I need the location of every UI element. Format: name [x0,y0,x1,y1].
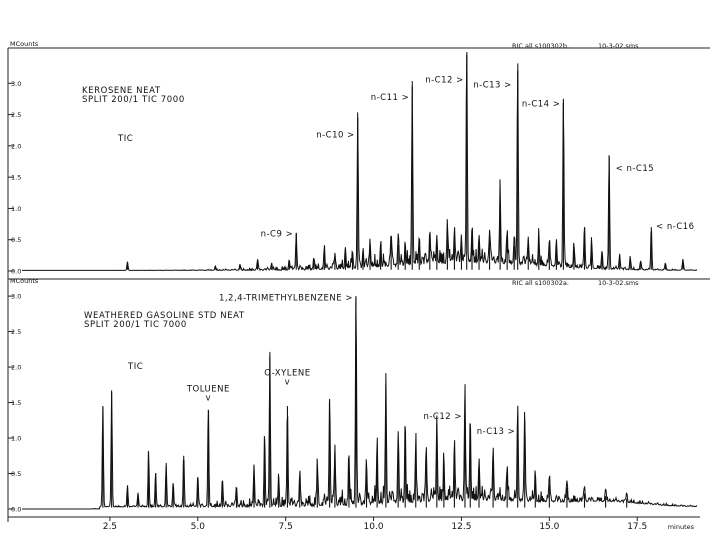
y-tick-label: 2.0 [11,364,21,372]
y-tick-label: 3.0 [11,293,21,301]
sample-title: WEATHERED GASOLINE STD NEAT [84,311,245,321]
x-axis-unit-label: minutes [668,523,695,531]
chromatogram-panel-2: MCounts RIC all s100302a. 10-3-02.sms WEATH… [8,277,698,532]
header-ric-label: RIC all s100302a. [512,279,569,287]
y-tick-label: 1.5 [11,399,21,407]
x-tick-label: 12.5 [451,522,471,532]
peak-annotation: < n-C16 [656,222,695,232]
y-tick-label: 2.0 [11,142,21,150]
y-axis-unit-label: MCounts [10,277,39,285]
peak-annotation: n-C12 > [425,76,464,86]
y-tick-label: 0.0 [11,268,21,276]
peak-annotation: n-C11 > [371,93,410,103]
y-tick-label: 3.0 [11,80,21,88]
y-tick-label: 2.5 [11,111,21,119]
trace-label: TIC [127,362,143,372]
peak-annotation: 1,2,4-TRIMETHYLBENZENE > [219,294,353,304]
peak-arrow: v [206,393,212,403]
chromatogram-panel-1: MCounts RIC all s100302b. 10-3-02.sms KEROS… [8,40,698,276]
sample-conditions: SPLIT 200/1 TIC 7000 [82,95,185,105]
x-tick-label: 17.5 [627,522,647,532]
y-tick-label: 1.0 [11,435,21,443]
peak-annotation: TOLUENE [186,384,230,394]
sample-title: KEROSENE NEAT [82,86,161,96]
x-tick-label: 2.5 [103,522,117,532]
x-tick-label: 10.0 [364,522,384,532]
y-tick-label: 0.5 [11,470,21,478]
peak-annotation: n-C10 > [316,131,355,141]
y-tick-label: 2.5 [11,328,21,336]
peak-annotation: n-C13 > [477,427,516,437]
y-tick-label: 0.5 [11,236,21,244]
header-date-label: 10-3-02.sms [598,42,639,50]
sample-conditions: SPLIT 200/1 TIC 7000 [84,320,187,330]
peak-annotation: n-C13 > [473,81,512,91]
header-date-label: 10-3-02.sms [598,279,639,287]
y-tick-label: 1.0 [11,205,21,213]
y-tick-label: 0.0 [11,506,21,514]
x-tick-label: 15.0 [539,522,559,532]
peak-annotation: n-C9 > [261,229,294,239]
y-axis-unit-label: MCounts [10,40,39,48]
peak-annotation: < n-C15 [616,164,655,174]
header-ric-label: RIC all s100302b. [512,42,569,50]
peak-annotation: n-C12 > [423,412,462,422]
peak-arrow: v [285,378,291,388]
trace-label: TIC [117,134,133,144]
x-tick-label: 5.0 [191,522,206,532]
peak-annotation: O-XYLENE [264,369,310,379]
peak-annotation: n-C14 > [522,99,561,109]
y-tick-label: 1.5 [11,174,21,182]
chromatogram-trace [22,297,698,510]
x-tick-label: 7.5 [279,522,293,532]
